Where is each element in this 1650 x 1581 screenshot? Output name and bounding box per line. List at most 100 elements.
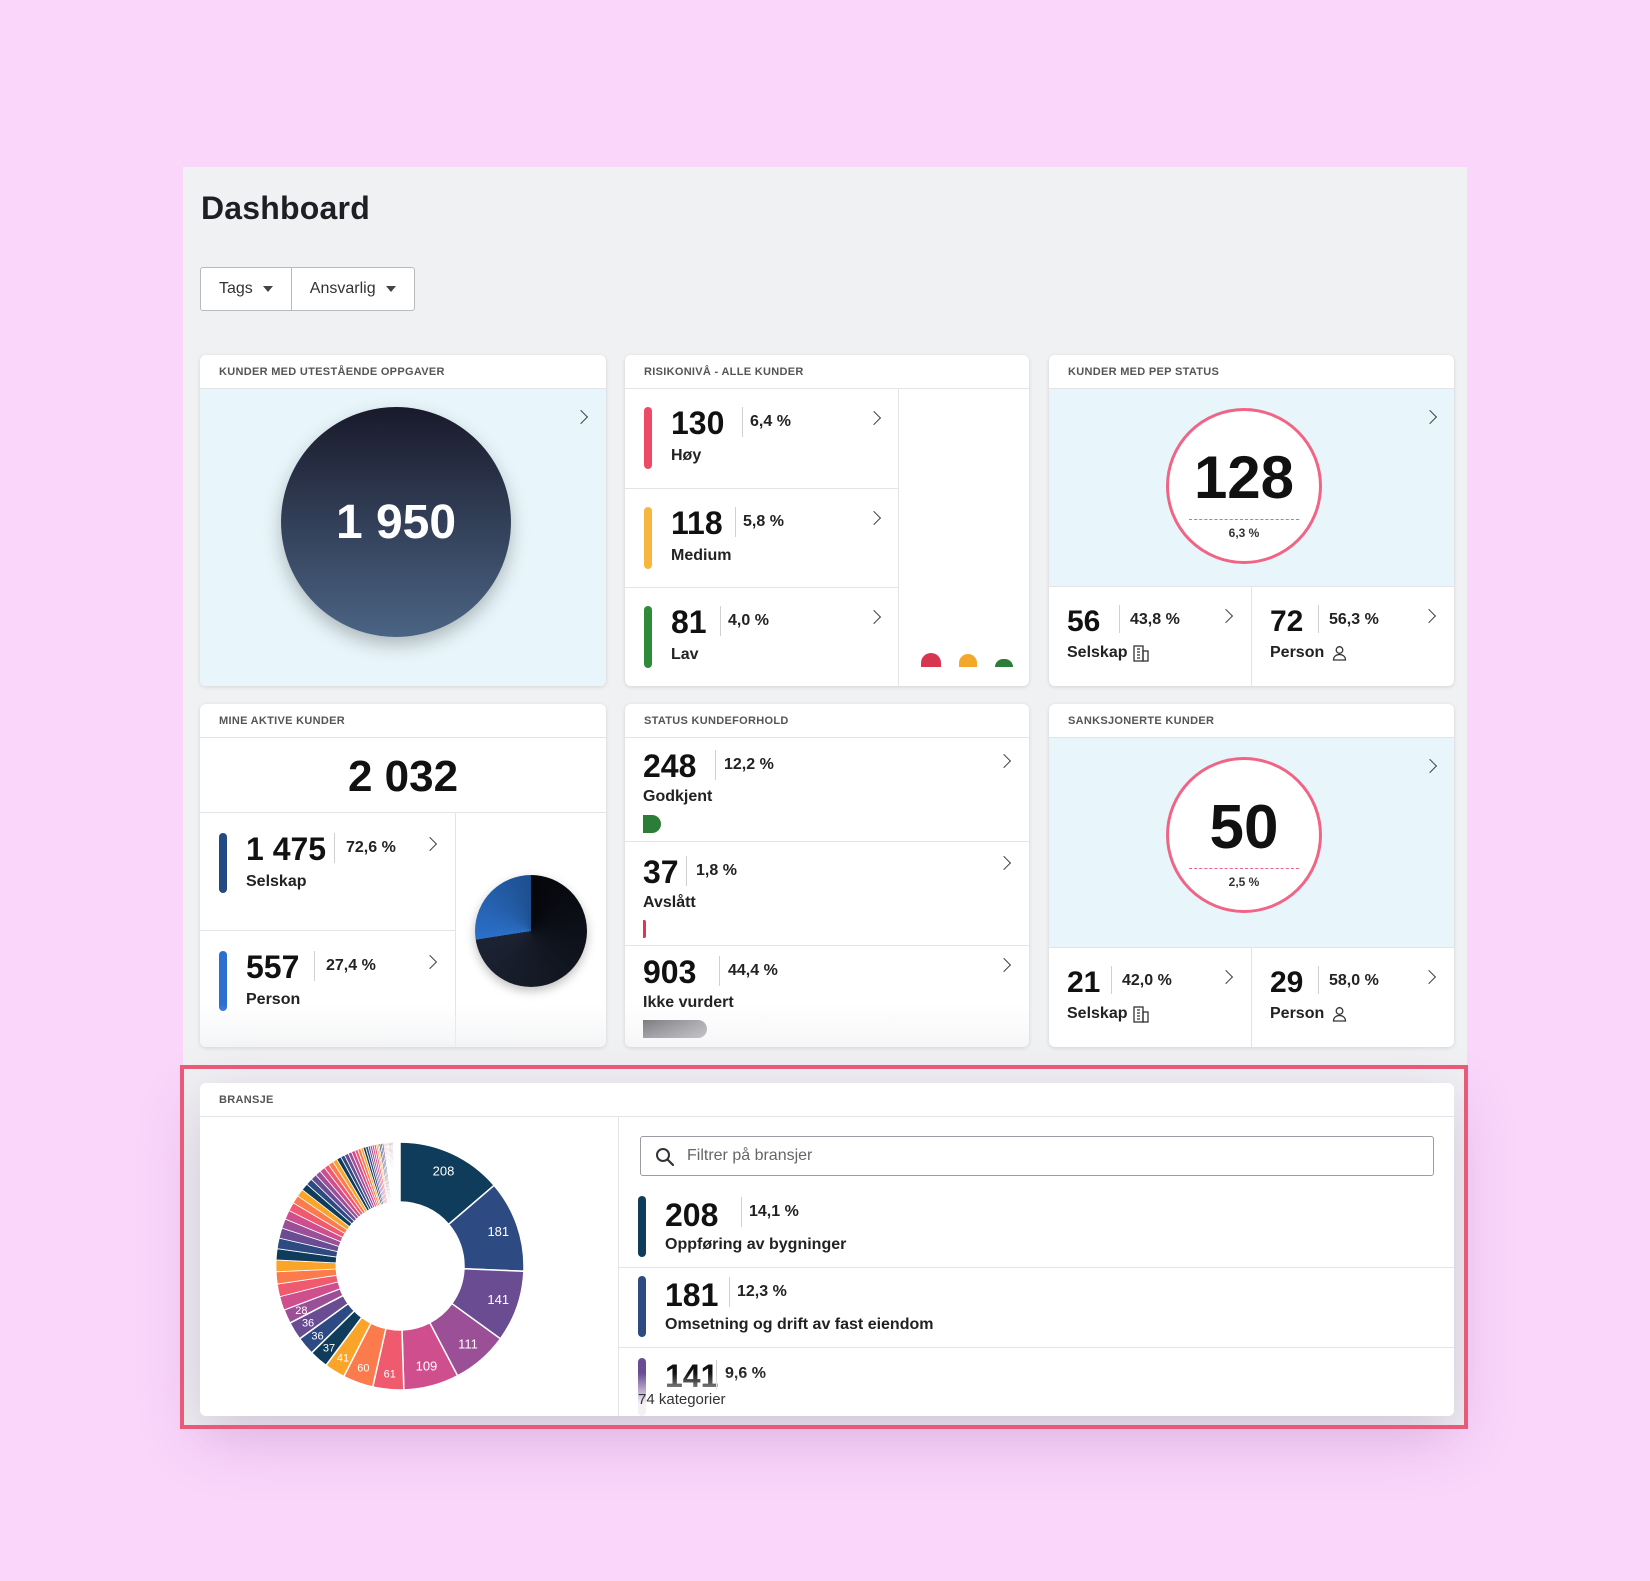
donut-label: 36 — [302, 1318, 314, 1330]
sanctions-circle: 50 2,5 % — [1166, 757, 1322, 913]
industry-value: 181 — [665, 1277, 719, 1313]
separator — [334, 833, 335, 863]
risk-label: Medium — [671, 547, 732, 564]
active-percent: 27,4 % — [326, 957, 376, 974]
industry-percent: 12,3 % — [737, 1283, 787, 1300]
sanctions-person-value: 29 — [1270, 966, 1304, 999]
dashed-line — [1189, 519, 1299, 520]
donut-label: 41 — [337, 1353, 349, 1365]
chevron-right-icon — [866, 609, 882, 625]
pep-summary[interactable]: 128 6,3 % — [1049, 389, 1454, 586]
risk-mini-chart — [899, 389, 1029, 686]
separator — [719, 956, 720, 986]
status-value: 903 — [643, 954, 697, 990]
chevron-right-icon — [866, 410, 882, 426]
divider — [625, 587, 898, 588]
chevron-right-icon — [1218, 608, 1234, 624]
risk-label: Høy — [671, 447, 702, 464]
status-label: Ikke vurdert — [643, 994, 734, 1011]
pep-person-label: Person — [1270, 644, 1325, 661]
category-count: 74 kategorier — [638, 1391, 726, 1408]
chevron-right-icon — [996, 753, 1012, 769]
active-person-row[interactable]: 557 27,4 % Person — [200, 931, 455, 1047]
sanctions-value: 50 — [1209, 793, 1279, 862]
card-title: KUNDER MED UTESTÅENDE OPPGAVER — [200, 355, 606, 389]
risk-percent: 4,0 % — [728, 612, 769, 629]
risk-bar-low — [644, 606, 652, 668]
card-title: SANKSJONERTE KUNDER — [1049, 704, 1454, 738]
pep-person-percent: 56,3 % — [1329, 611, 1379, 628]
active-value: 1 475 — [246, 831, 327, 867]
risk-percent: 5,8 % — [743, 513, 784, 530]
separator — [1111, 966, 1112, 994]
risk-row-medium[interactable]: 118 5,8 % Medium — [625, 489, 898, 587]
separator — [715, 750, 716, 780]
divider — [625, 945, 1029, 946]
tags-filter-button[interactable]: Tags — [201, 268, 291, 310]
search-icon — [656, 1148, 675, 1167]
tags-filter-label: Tags — [219, 280, 253, 297]
responsible-filter-button[interactable]: Ansvarlig — [290, 268, 414, 310]
risk-level-card: RISIKONIVÅ - ALLE KUNDER 130 6,4 % Høy 1… — [625, 355, 1029, 686]
industry-bar — [638, 1196, 646, 1257]
sanctions-person-percent: 58,0 % — [1329, 972, 1379, 989]
status-row-not-assessed[interactable]: 903 44,4 % Ikke vurdert — [625, 946, 1029, 1047]
status-row-rejected[interactable]: 37 1,8 % Avslått — [625, 842, 1029, 945]
card-title: MINE AKTIVE KUNDER — [200, 704, 606, 738]
caret-down-icon — [385, 286, 396, 292]
chevron-right-icon — [996, 855, 1012, 871]
chevron-right-icon — [1422, 409, 1438, 425]
divider — [455, 813, 456, 1047]
donut-label: 109 — [416, 1359, 438, 1374]
industry-row[interactable]: 208 14,1 % Oppføring av bygninger — [619, 1193, 1454, 1273]
sanctions-company[interactable]: 21 42,0 % Selskap — [1049, 948, 1251, 1047]
sanctions-summary[interactable]: 50 2,5 % — [1049, 738, 1454, 947]
separator — [729, 1277, 730, 1307]
chevron-right-icon — [1421, 608, 1437, 624]
risk-value: 130 — [671, 405, 725, 441]
active-company-row[interactable]: 1 475 72,6 % Selskap — [200, 813, 455, 930]
filter-bar: Tags Ansvarlig — [200, 267, 415, 311]
chevron-right-icon — [866, 510, 882, 526]
divider — [1251, 587, 1252, 686]
card-title: BRANSJE — [200, 1083, 1454, 1117]
status-bar-not-assessed — [643, 1020, 707, 1038]
active-percent: 72,6 % — [346, 839, 396, 856]
industry-label: Omsetning og drift av fast eiendom — [665, 1316, 934, 1333]
donut-label: 37 — [323, 1342, 335, 1354]
chevron-right-icon — [422, 954, 438, 970]
separator — [742, 407, 743, 437]
pep-circle: 128 6,3 % — [1166, 408, 1322, 564]
risk-percent: 6,4 % — [750, 413, 791, 430]
chevron-right-icon — [422, 836, 438, 852]
divider — [1251, 948, 1252, 1047]
divider — [619, 1267, 1454, 1268]
divider — [625, 841, 1029, 842]
risk-row-high[interactable]: 130 6,4 % Høy — [625, 389, 898, 488]
risk-value: 118 — [671, 505, 723, 541]
sanctions-person[interactable]: 29 58,0 % Person — [1252, 948, 1454, 1047]
industry-search-input[interactable]: Filtrer på bransjer — [640, 1136, 1434, 1176]
risk-bar-medium — [644, 507, 652, 569]
separator — [1318, 966, 1319, 994]
donut-label: 208 — [433, 1164, 455, 1179]
risk-row-low[interactable]: 81 4,0 % Lav — [625, 588, 898, 686]
total-value: 1 950 — [335, 495, 457, 549]
pep-status-card: KUNDER MED PEP STATUS 128 6,3 % 56 43,8 … — [1049, 355, 1454, 686]
divider — [618, 1117, 619, 1416]
divider — [1049, 586, 1454, 587]
person-icon — [1332, 646, 1347, 661]
pep-person[interactable]: 72 56,3 % Person — [1252, 587, 1454, 686]
pep-company-label: Selskap — [1067, 644, 1128, 661]
status-percent: 44,4 % — [728, 962, 778, 979]
responsible-filter-label: Ansvarlig — [309, 280, 376, 297]
sanctions-company-value: 21 — [1067, 966, 1101, 999]
active-customers-card: MINE AKTIVE KUNDER 2 032 1 475 72,6 % Se… — [200, 704, 606, 1047]
pep-company[interactable]: 56 43,8 % Selskap — [1049, 587, 1251, 686]
status-row-approved[interactable]: 248 12,2 % Godkjent — [625, 738, 1029, 841]
separator — [1318, 605, 1319, 633]
status-bar-approved — [643, 815, 661, 833]
industry-row[interactable]: 181 12,3 % Omsetning og drift av fast ei… — [619, 1268, 1454, 1348]
industry-percent: 14,1 % — [749, 1203, 799, 1220]
industry-bar — [638, 1276, 646, 1337]
